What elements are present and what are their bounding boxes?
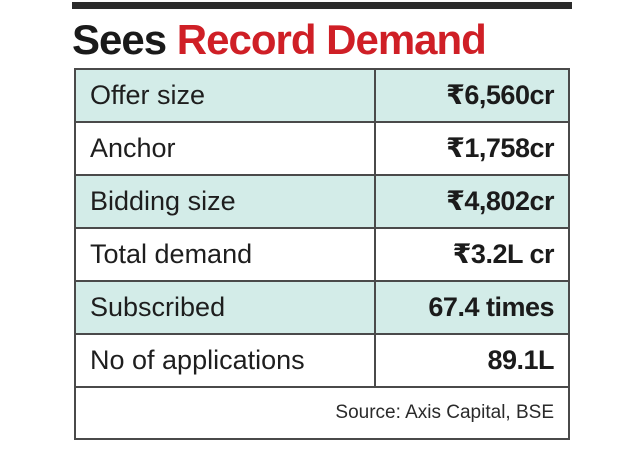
table-row: No of applications 89.1L [76, 335, 568, 388]
row-label-total-demand: Total demand [76, 229, 376, 280]
source-note: Source: Axis Capital, BSE [335, 402, 554, 423]
table-row: Total demand ₹3.2L cr [76, 229, 568, 282]
row-value-no-of-applications: 89.1L [487, 345, 554, 375]
row-value-anchor: ₹1,758cr [446, 133, 554, 163]
headline: Sees Record Demand [72, 14, 487, 66]
table-row: Bidding size ₹4,802cr [76, 176, 568, 229]
row-label-bidding-size: Bidding size [76, 176, 376, 227]
row-label-anchor: Anchor [76, 123, 376, 174]
row-value-bidding-size: ₹4,802cr [446, 186, 554, 216]
row-value-total-demand: ₹3.2L cr [452, 239, 555, 269]
row-label-subscribed: Subscribed [76, 282, 376, 333]
row-value-subscribed: 67.4 times [428, 292, 554, 322]
headline-red-part: Record Demand [176, 16, 487, 63]
row-value-offer-size: ₹6,560cr [446, 80, 554, 110]
table-row: Anchor ₹1,758cr [76, 123, 568, 176]
row-label-offer-size: Offer size [76, 70, 376, 121]
ipo-demand-table: Offer size ₹6,560cr Anchor ₹1,758cr Bidd… [74, 68, 570, 440]
table-row: Offer size ₹6,560cr [76, 70, 568, 123]
row-label-no-of-applications: No of applications [76, 335, 376, 386]
table-row: Subscribed 67.4 times [76, 282, 568, 335]
headline-black-part: Sees [72, 16, 167, 63]
top-rule [72, 2, 572, 9]
